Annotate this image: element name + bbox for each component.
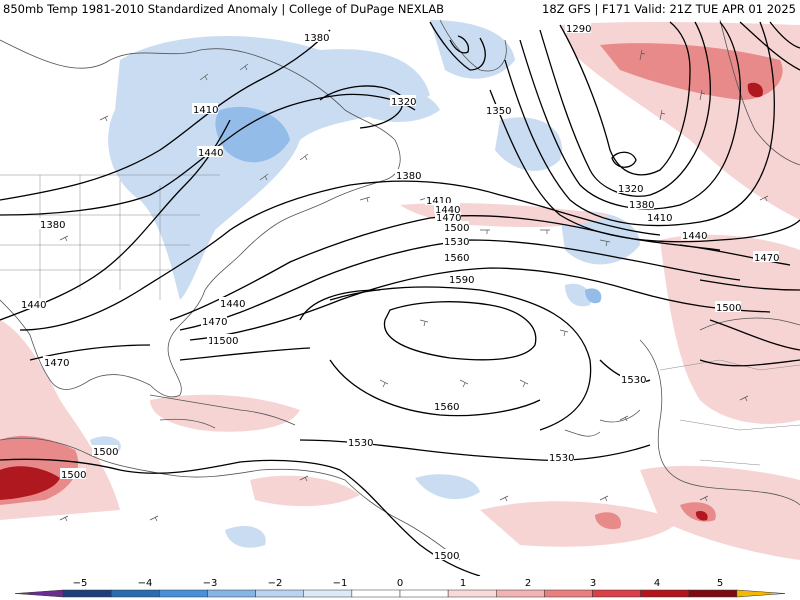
contour-label: 1500 — [93, 447, 118, 458]
colorbar-swatch — [544, 589, 593, 598]
contour-label: 1470 — [202, 317, 227, 328]
colorbar-swatch — [159, 589, 208, 598]
contour-label: 1380 — [629, 200, 654, 211]
contour-labels: 1380 1290 1320 1410 1440 1350 1380 1320 … — [20, 22, 779, 562]
anomaly-colorbar: −5 −4 −3 −2 −1 0 1 2 3 4 5 — [0, 576, 800, 600]
contour-label: 1410 — [193, 105, 218, 116]
contour-label: 1410 — [426, 196, 451, 207]
colorbar-tick-label: 4 — [654, 578, 660, 589]
colorbar-swatch — [303, 589, 353, 598]
contour-label: 1350 — [486, 106, 511, 117]
contour-label: 1380 — [396, 171, 421, 182]
contour-label: 1560 — [444, 253, 469, 264]
contour-label: 1500 — [716, 303, 741, 314]
colorbar-swatch — [496, 589, 545, 598]
contour-label: 1530 — [444, 237, 469, 248]
colorbar-swatch — [447, 589, 497, 598]
contour-label: 1590 — [449, 275, 474, 286]
colorbar-swatch — [736, 589, 786, 598]
cold-anomaly-shading — [90, 20, 640, 548]
contour-label: 1320 — [618, 184, 643, 195]
contour-label: 1500 — [444, 223, 469, 234]
colorbar-swatch — [399, 589, 449, 598]
strong-cold-anomaly — [215, 106, 602, 304]
contour-label: 1440 — [21, 300, 46, 311]
contour-label: 1530 — [549, 453, 574, 464]
colorbar-swatch — [111, 589, 160, 598]
colorbar-tick-label: −3 — [203, 578, 218, 589]
coastlines — [0, 19, 800, 561]
contour-label: 1320 — [391, 97, 416, 108]
contour-label: 1500 — [61, 470, 86, 481]
colorbar-tick-label: 0 — [397, 578, 403, 589]
contour-label: 1380 — [40, 220, 65, 231]
colorbar-tick-label: 2 — [525, 578, 531, 589]
colorbar-tick-label: −5 — [73, 578, 88, 589]
model-run-info: 18Z GFS | F171 Valid: 21Z TUE APR 01 202… — [542, 2, 796, 16]
contour-label: 1500 — [213, 336, 238, 347]
colorbar-tick-label: −1 — [333, 578, 348, 589]
colorbar-tick-labels: −5 −4 −3 −2 −1 0 1 2 3 4 5 — [73, 578, 724, 589]
colorbar-tick-label: 3 — [590, 578, 596, 589]
contour-label: 1440 — [682, 231, 707, 242]
map-title: 850mb Temp 1981-2010 Standardized Anomal… — [3, 2, 445, 16]
colorbar-swatch — [207, 589, 256, 598]
colorbar-swatch — [255, 589, 304, 598]
contour-label: 1530 — [621, 375, 646, 386]
contour-label: 1440 — [435, 205, 460, 216]
extreme-warm-anomaly — [0, 82, 763, 521]
contour-label: 1470 — [436, 213, 461, 224]
contour-label: 1290 — [566, 24, 591, 35]
colorbar-swatch — [688, 589, 738, 598]
contour-label: 1470 — [754, 253, 779, 264]
colorbar-swatches — [14, 589, 786, 598]
contour-label: 1500 — [434, 551, 459, 562]
colorbar-tick-label: −4 — [138, 578, 153, 589]
colorbar-swatch — [640, 589, 689, 598]
contour-label: 1560 — [434, 402, 459, 413]
colorbar-tick-label: 5 — [717, 578, 723, 589]
contour-label: 1440 — [220, 299, 245, 310]
contour-label: 1530 — [348, 438, 373, 449]
weather-map: 1380 1290 1320 1410 1440 1350 1380 1320 … — [0, 18, 800, 576]
colorbar-tick-label: −2 — [268, 578, 283, 589]
colorbar-swatch — [351, 589, 401, 598]
colorbar-tick-label: 1 — [460, 578, 466, 589]
contour-label: 1410 — [647, 213, 672, 224]
colorbar-swatch — [592, 589, 641, 598]
header-bar: 850mb Temp 1981-2010 Standardized Anomal… — [0, 0, 800, 18]
contour-label: 1380 — [304, 33, 329, 44]
wind-barbs — [59, 49, 769, 522]
contour-label: 1440 — [198, 148, 223, 159]
colorbar-swatch — [62, 589, 112, 598]
contour-label: 1470 — [44, 358, 69, 369]
height-contours — [0, 21, 800, 576]
political-borders — [0, 174, 800, 466]
